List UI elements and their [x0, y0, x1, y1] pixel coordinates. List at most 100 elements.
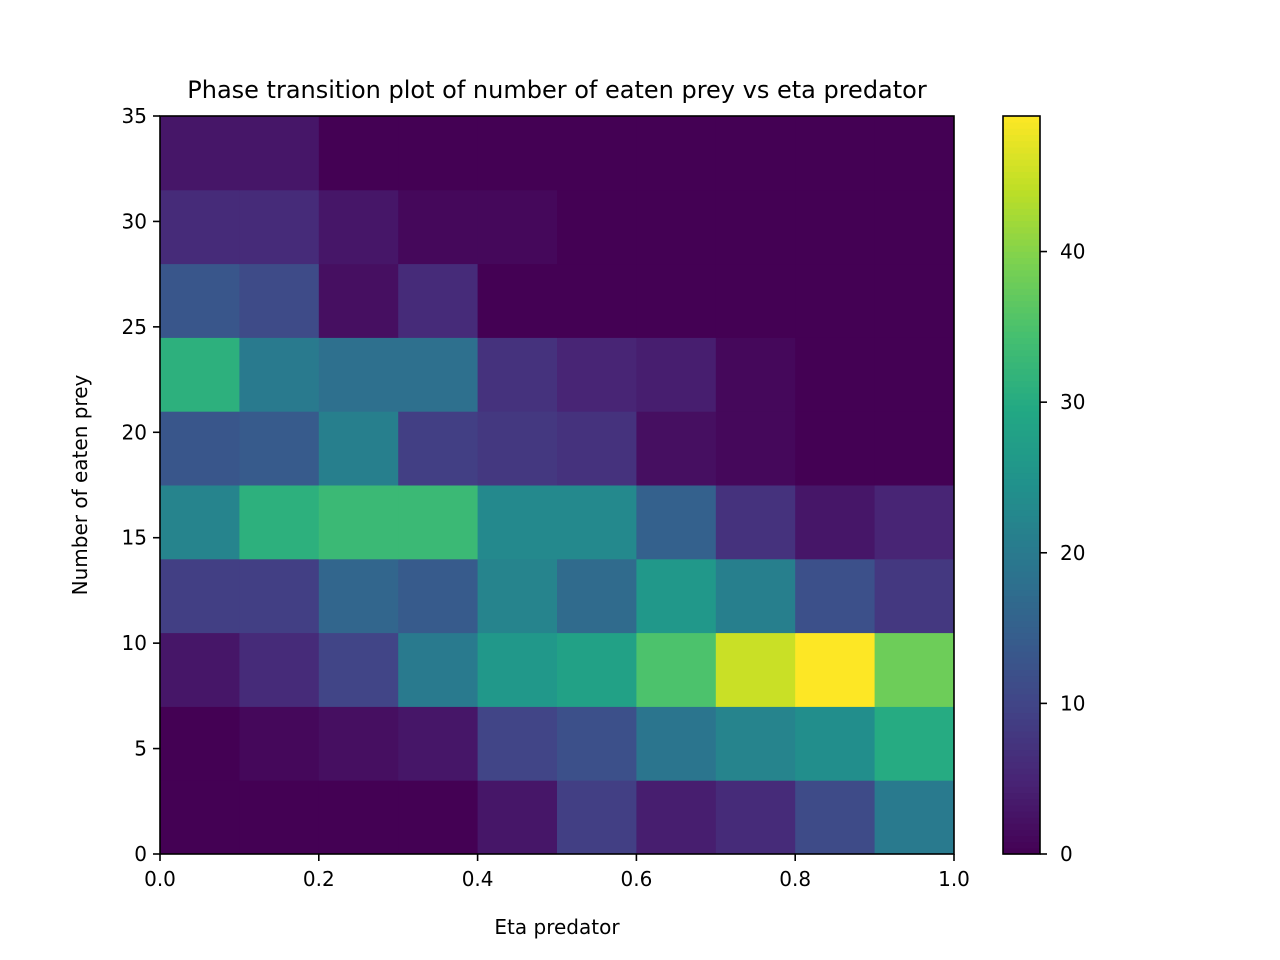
heatmap-cell [477, 263, 558, 338]
x-tick-label: 0.6 [620, 867, 652, 891]
heatmap-cell [477, 116, 558, 191]
heatmap-cell [795, 780, 876, 855]
heatmap-cell [557, 189, 637, 265]
colorbar-segment [1003, 146, 1040, 154]
heatmap-cell [318, 485, 399, 560]
colorbar-segment [1003, 472, 1040, 480]
colorbar-segment [1003, 737, 1040, 744]
heatmap-cell [239, 116, 320, 191]
heatmap-cell [239, 706, 320, 781]
heatmap-cell [160, 189, 240, 265]
x-axis-label: Eta predator [494, 915, 620, 939]
heatmap-cell [874, 263, 955, 338]
colorbar-segment [1003, 687, 1040, 695]
heatmap-cell [874, 632, 955, 707]
colorbar-segment [1003, 343, 1040, 351]
colorbar-segment [1003, 810, 1040, 818]
heatmap-cell [398, 632, 479, 707]
colorbar-segment [1003, 823, 1040, 830]
heatmap-cell [557, 263, 637, 338]
colorbar [1002, 115, 1041, 855]
colorbar-segment [1003, 774, 1040, 781]
heatmap-cell [715, 632, 796, 707]
colorbar-segment [1003, 731, 1040, 738]
heatmap-cell [398, 780, 479, 855]
colorbar-segment [1003, 657, 1040, 664]
colorbar-segment [1003, 521, 1040, 529]
colorbar-ticks: 0 10 20 30 40 [1040, 240, 1085, 866]
heatmap-cell [636, 706, 717, 781]
colorbar-segment [1003, 411, 1040, 418]
heatmap-cell [239, 558, 320, 634]
colorbar-segment [1003, 269, 1040, 277]
colorbar-segment [1003, 368, 1040, 375]
y-tick-label: 20 [122, 420, 147, 444]
colorbar-segment [1003, 239, 1040, 246]
colorbar-segment [1003, 694, 1040, 701]
colorbar-segment [1003, 214, 1040, 222]
colorbar-segment [1003, 122, 1040, 129]
colorbar-segment [1003, 454, 1040, 461]
heatmap-cell [477, 189, 558, 265]
heatmap-cell [795, 411, 876, 486]
heatmap-cell [318, 189, 399, 265]
colorbar-segment [1003, 257, 1040, 265]
colorbar-segment [1003, 202, 1040, 209]
heatmap-cell [477, 558, 558, 634]
heatmap-cell [318, 263, 399, 338]
colorbar-segment [1003, 306, 1040, 314]
colorbar-segment [1003, 275, 1040, 283]
colorbar-segment [1003, 134, 1040, 142]
colorbar-segment [1003, 337, 1040, 345]
colorbar-segment [1003, 398, 1040, 406]
heatmap-cell [477, 337, 558, 412]
colorbar-segment [1003, 485, 1040, 492]
colorbar-segment [1003, 355, 1040, 363]
colorbar-segment [1003, 503, 1040, 511]
colorbar-segment [1003, 829, 1040, 837]
colorbar-segment [1003, 331, 1040, 338]
colorbar-segment [1003, 663, 1040, 671]
colorbar-tick-label: 0 [1060, 842, 1073, 866]
heatmap-cell [795, 263, 876, 338]
heatmap-cell [239, 780, 320, 855]
heatmap-cell [715, 411, 796, 486]
y-tick-label: 10 [122, 631, 147, 655]
colorbar-segment [1003, 767, 1040, 775]
heatmap-cell [874, 780, 955, 855]
heatmap-cell [239, 632, 320, 707]
heatmap-cell [239, 411, 320, 486]
colorbar-segment [1003, 509, 1040, 517]
colorbar-segment [1003, 251, 1040, 259]
heatmap-cell [160, 558, 240, 634]
colorbar-segment [1003, 325, 1040, 332]
colorbar-segment [1003, 583, 1040, 591]
chart-title: Phase transition plot of number of eaten… [187, 76, 927, 104]
colorbar-segment [1003, 165, 1040, 172]
x-tick-label: 0.0 [144, 867, 176, 891]
x-tick-label: 0.2 [303, 867, 335, 891]
heatmap-cell [398, 485, 479, 560]
y-tick-label: 0 [134, 842, 147, 866]
colorbar-segment [1003, 189, 1040, 197]
heatmap-cell [715, 116, 796, 191]
y-tick-label: 25 [122, 315, 147, 339]
heatmap-cell [477, 411, 558, 486]
heatmap-cell [557, 632, 637, 707]
colorbar-segment [1003, 183, 1040, 191]
colorbar-segment [1003, 761, 1040, 769]
colorbar-segment [1003, 152, 1040, 160]
colorbar-segment [1003, 528, 1040, 535]
heatmap-cell [160, 116, 240, 191]
heatmap-cell [715, 558, 796, 634]
heatmap-cell [636, 189, 717, 265]
colorbar-segment [1003, 128, 1040, 136]
colorbar-segment [1003, 208, 1040, 215]
colorbar-segment [1003, 780, 1040, 787]
colorbar-segment [1003, 478, 1040, 486]
colorbar-segment [1003, 589, 1040, 597]
colorbar-segment [1003, 743, 1040, 751]
colorbar-segment [1003, 558, 1040, 566]
colorbar-segment [1003, 466, 1040, 474]
colorbar-segment [1003, 595, 1040, 603]
